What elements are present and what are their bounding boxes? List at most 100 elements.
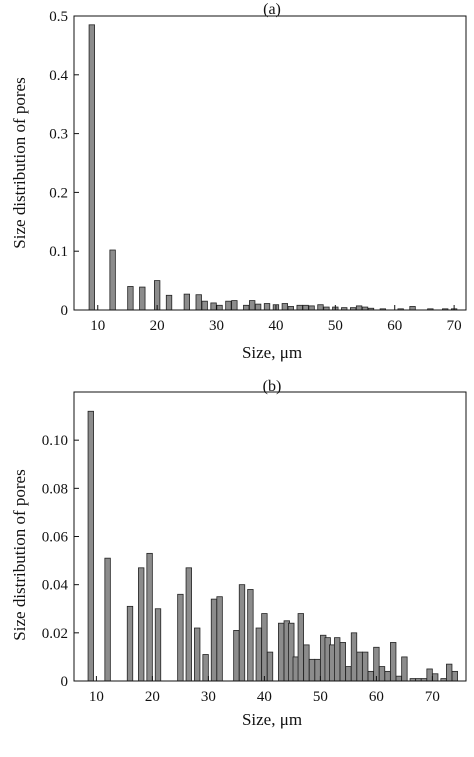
panel-b-ytick-label: 0.08 xyxy=(42,481,68,497)
panel-a-bar xyxy=(109,249,116,311)
panel-a-label: (a) xyxy=(263,1,281,18)
panel-b-bar xyxy=(185,567,192,682)
panel-b-bar xyxy=(362,651,369,682)
panel-b-bar xyxy=(384,670,391,682)
panel-b-bar xyxy=(426,668,433,682)
panel-b-bar xyxy=(202,654,209,682)
panel-a-xtick-label: 30 xyxy=(209,318,224,334)
panel-a-bars xyxy=(88,24,458,311)
panel-b-bar xyxy=(138,567,145,682)
panel-b-bar xyxy=(308,658,316,682)
panel-b-ytick-label: 0.04 xyxy=(42,578,69,594)
panel-a-bar xyxy=(195,294,202,311)
panel-a-bar xyxy=(308,305,315,311)
panel-a-xtick-label: 70 xyxy=(447,318,462,334)
panel-a-ytick-label: 0.1 xyxy=(49,244,68,260)
panel-a-bar xyxy=(302,304,309,311)
panel-b-bars xyxy=(87,410,458,682)
panel-b-xtick-label: 20 xyxy=(145,689,160,705)
panel-a-bar xyxy=(254,303,262,311)
panel-a-ytick-label: 0.3 xyxy=(49,127,68,143)
panel-b-bar xyxy=(194,627,201,682)
panel-b-bar xyxy=(350,632,358,682)
panel-a-ytick-label: 0.4 xyxy=(49,68,68,84)
panel-b-bar xyxy=(87,410,94,682)
panel-b-bar xyxy=(177,593,184,682)
panel-b-bar xyxy=(210,598,218,682)
panel-a-bar xyxy=(225,300,232,311)
panel-a-bar xyxy=(317,304,324,311)
panel-b-ylabel: Size distribution of pores xyxy=(10,469,29,640)
panel-b-bar xyxy=(378,666,386,682)
panel-a-xtick-label: 40 xyxy=(268,318,283,334)
panel-a-frame xyxy=(73,15,467,311)
panel-b-bar xyxy=(146,552,153,682)
panel-b-bar xyxy=(266,651,274,682)
panel-b-bar xyxy=(297,613,304,682)
panel-a-bar xyxy=(355,305,363,311)
panel-b: (b) 10 20 30 40 50 60 7000.020.040.060.080.10 … xyxy=(10,378,467,729)
panel-b-bar xyxy=(238,584,246,682)
panel-b-bar xyxy=(339,642,346,682)
panel-a-xtick-label: 60 xyxy=(387,318,402,334)
panel-b-bar xyxy=(432,673,439,682)
panel-b-bar xyxy=(356,651,363,682)
panel-a-bar xyxy=(139,286,146,311)
panel-a-bar xyxy=(127,286,134,311)
panel-b-ytick-label: 0.02 xyxy=(42,626,68,642)
panel-b-bar xyxy=(303,644,310,682)
panel-a-ytick-label: 0.5 xyxy=(49,9,68,25)
panel-b-bar xyxy=(247,589,254,682)
panel-b-xtick-label: 50 xyxy=(313,689,328,705)
panel-a-ytick-label: 0 xyxy=(61,303,69,319)
panel-b-bar xyxy=(278,622,285,682)
panel-b-bar xyxy=(395,675,402,682)
panel-b-xlabel: Size, μm xyxy=(242,710,302,729)
panel-b-xtick-label: 60 xyxy=(369,689,384,705)
panel-b-bar xyxy=(126,605,134,682)
panel-b-bar xyxy=(373,646,380,682)
panel-a: (a) 10 20 30 40 50 60 70 0 0.1 0.2 0.3 0.4 0.5 Size,… xyxy=(10,1,467,362)
panel-b-label: (b) xyxy=(263,378,282,395)
panel-b-bar xyxy=(255,627,262,682)
panel-b-bar xyxy=(334,637,341,682)
panel-b-bar xyxy=(345,666,352,682)
panel-b-bar xyxy=(154,608,162,682)
panel-a-bar xyxy=(249,300,256,311)
panel-a-bar xyxy=(287,306,294,311)
panel-b-xtick-label: 40 xyxy=(257,689,272,705)
panel-a-bar xyxy=(296,304,303,311)
panel-b-bar xyxy=(367,670,374,682)
panel-b-xtick-label: 30 xyxy=(201,689,216,705)
panel-a-bar xyxy=(281,303,289,311)
panel-b-bar xyxy=(314,658,321,682)
panel-a-bar xyxy=(210,302,217,311)
panel-a-bar xyxy=(263,303,271,311)
panel-a-ytick-label: 0.2 xyxy=(49,185,68,201)
panel-b-bar xyxy=(104,557,111,682)
panel-a-axes: 10 20 30 40 50 60 70 0 0.1 0.2 0.3 0.4 0.5 xyxy=(49,9,467,334)
panel-a-bar xyxy=(243,304,250,311)
panel-a-xtick-label: 20 xyxy=(150,318,165,334)
panel-b-bar xyxy=(446,663,453,682)
panel-a-bar xyxy=(183,293,191,311)
panel-a-bar xyxy=(201,300,208,311)
panel-a-xlabel: Size, μm xyxy=(242,343,302,362)
panel-b-ytick-label: 0 xyxy=(61,674,69,690)
panel-a-bar xyxy=(216,304,223,311)
panel-b-xtick-label: 10 xyxy=(89,689,104,705)
panel-a-ylabel: Size distribution of pores xyxy=(10,77,29,248)
panel-b-ytick-label: 0.06 xyxy=(42,530,69,546)
panel-a-xtick-label: 10 xyxy=(90,318,105,334)
panel-b-bar xyxy=(401,656,408,682)
panel-a-bar xyxy=(231,300,238,311)
panel-b-bar xyxy=(216,596,223,682)
panel-a-bar xyxy=(88,24,95,311)
panel-a-bar xyxy=(409,306,416,311)
panel-a-xtick-label: 50 xyxy=(328,318,343,334)
panel-b-bar xyxy=(261,613,268,682)
panel-b-xtick-label: 70 xyxy=(425,689,440,705)
panel-b-axes: 10 20 30 40 50 60 70 0 0.02 0.04 0.06 0.08 0.10 xyxy=(42,391,467,705)
panel-b-bar xyxy=(390,642,397,682)
